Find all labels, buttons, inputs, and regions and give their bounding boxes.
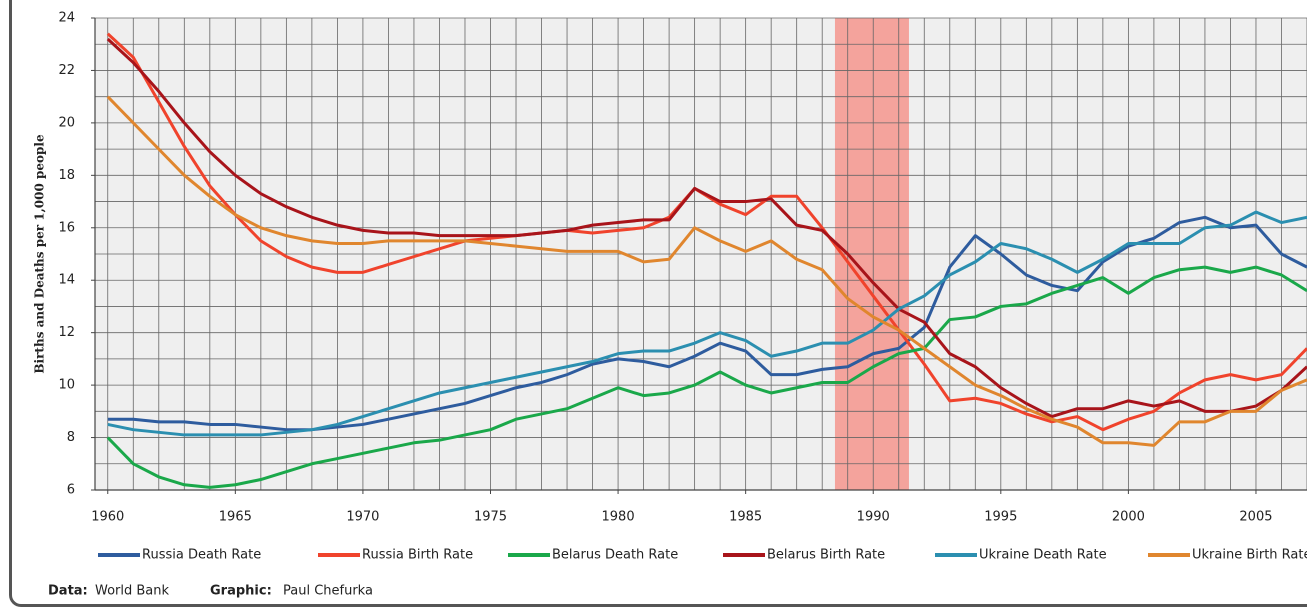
y-tick-label: 20 [58, 115, 75, 130]
x-tick-label: 1980 [602, 510, 635, 525]
y-axis-label: Births and Deaths per 1,000 people [33, 134, 47, 374]
source-label: Data: [48, 584, 88, 599]
series-line [107, 210, 1307, 437]
x-tick-label: 1985 [729, 510, 762, 525]
y-tick-label: 14 [58, 273, 75, 288]
x-tick-label: 2000 [1112, 510, 1145, 525]
y-tick-label: 18 [58, 168, 75, 183]
x-tick-label: 1965 [219, 510, 252, 525]
source: World Bank [95, 584, 170, 599]
y-tick-label: 10 [58, 378, 75, 393]
legend-label: Belarus Death Rate [552, 548, 678, 563]
y-tick-label: 22 [58, 63, 75, 78]
x-tick-label: 1990 [857, 510, 890, 525]
series-line [106, 265, 1307, 489]
series-line [106, 37, 1307, 419]
y-tick-label: 12 [58, 325, 75, 340]
plot-area [95, 17, 1307, 491]
y-tick-label: 16 [58, 220, 75, 235]
credit: Paul Chefurka [283, 584, 373, 599]
legend-label: Russia Birth Rate [362, 548, 473, 563]
x-tick-label: 1960 [91, 510, 124, 525]
legend-label: Russia Death Rate [142, 548, 261, 563]
frame [9, 0, 1307, 607]
legend-label: Ukraine Death Rate [979, 548, 1107, 563]
x-tick-label: 2005 [1239, 510, 1272, 525]
y-tick-label: 24 [58, 11, 75, 26]
credit-label: Graphic: [210, 584, 272, 599]
x-tick-label: 1995 [984, 510, 1017, 525]
x-tick-label: 1970 [346, 510, 379, 525]
legend-label: Ukraine Birth Rate [1192, 548, 1307, 563]
legend-label: Belarus Birth Rate [767, 548, 885, 563]
y-tick-label: 8 [67, 430, 75, 445]
x-tick-label: 1975 [474, 510, 507, 525]
y-tick-label: 6 [67, 483, 75, 498]
series-line [106, 95, 1307, 447]
